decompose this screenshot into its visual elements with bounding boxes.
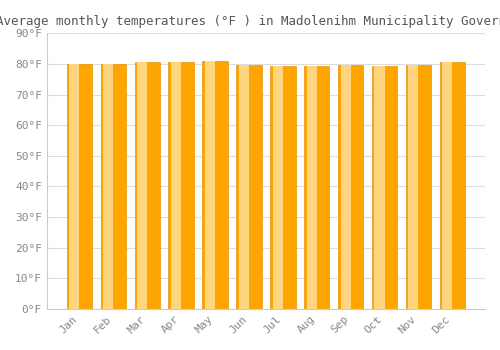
Bar — [202, 62, 228, 309]
Bar — [340, 65, 350, 309]
Bar — [270, 66, 295, 309]
Bar — [442, 62, 452, 309]
Bar — [374, 66, 384, 309]
Bar — [338, 65, 363, 309]
Bar — [103, 64, 114, 309]
Bar — [406, 65, 431, 309]
Bar — [239, 65, 249, 309]
Bar — [168, 62, 194, 309]
Bar — [236, 65, 262, 309]
Bar — [134, 62, 160, 309]
Bar — [304, 66, 330, 309]
Bar — [272, 66, 283, 309]
Bar — [372, 66, 398, 309]
Bar — [306, 66, 317, 309]
Bar — [171, 62, 181, 309]
Bar — [100, 64, 126, 309]
Bar — [70, 64, 80, 309]
Bar — [408, 65, 418, 309]
Bar — [440, 62, 465, 309]
Bar — [205, 62, 215, 309]
Bar — [67, 64, 92, 309]
Title: Average monthly temperatures (°F ) in Madolenihm Municipality Government: Average monthly temperatures (°F ) in Ma… — [0, 15, 500, 28]
Bar — [137, 62, 147, 309]
